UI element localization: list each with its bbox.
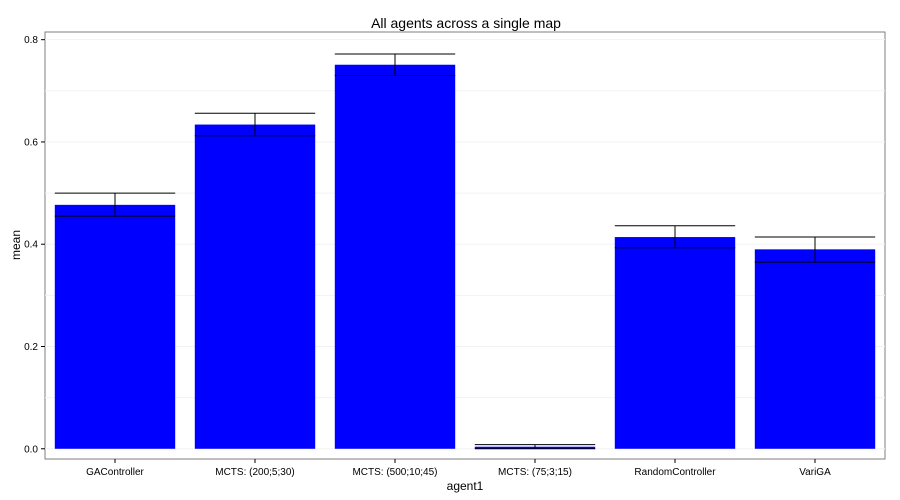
x-axis: GAController MCTS: (200;5;30) MCTS: (500;1… <box>86 459 831 478</box>
bar <box>754 249 876 449</box>
x-tick-label: MCTS: (75;3;15) <box>498 467 572 478</box>
y-tick-label: 0.0 <box>24 444 38 455</box>
x-tick-label: GAController <box>86 467 144 478</box>
bar <box>54 204 176 449</box>
error-bar <box>54 192 176 217</box>
bars <box>54 64 876 449</box>
y-tick-label: 0.2 <box>24 342 38 353</box>
y-axis: 0.0 0.2 0.4 0.6 0.8 <box>24 35 45 455</box>
chart-title: All agents across a single map <box>371 15 561 31</box>
grid-lines <box>45 39 885 450</box>
x-tick-label: VariGA <box>799 467 831 478</box>
y-tick-label: 0.6 <box>24 137 38 148</box>
bar <box>194 124 316 449</box>
x-tick-label: RandomController <box>634 467 716 478</box>
y-tick-label: 0.4 <box>24 240 38 251</box>
error-bar <box>754 236 876 263</box>
error-bar <box>614 225 736 249</box>
error-bars <box>54 53 876 450</box>
x-axis-title: agent1 <box>447 479 484 493</box>
plot-panel <box>44 31 886 460</box>
x-tick-label: MCTS: (500;10;45) <box>352 467 437 478</box>
bar <box>334 64 456 449</box>
error-bar <box>334 53 456 76</box>
bar <box>614 237 736 449</box>
y-axis-title: mean <box>9 230 23 260</box>
error-bar <box>194 112 316 137</box>
error-bar <box>474 444 596 450</box>
x-tick-label: MCTS: (200;5;30) <box>215 467 294 478</box>
y-tick-label: 0.8 <box>24 35 38 46</box>
